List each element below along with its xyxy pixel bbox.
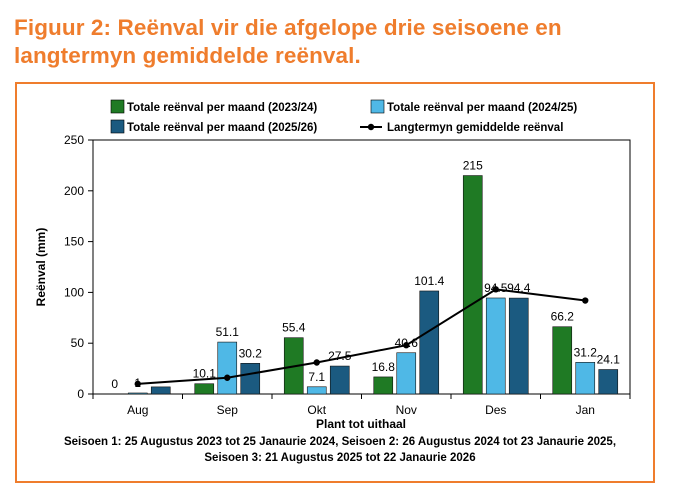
bar-series-2 xyxy=(396,352,417,395)
y-tick-label: 100 xyxy=(64,285,84,299)
legend-swatch-2023 xyxy=(110,99,125,114)
y-tick-label: 250 xyxy=(64,133,84,147)
bar-data-label: 1 xyxy=(134,376,141,390)
x-tick-label: Sep xyxy=(217,403,239,417)
caption-line-2: Seisoen 3: 21 Augustus 2025 tot 22 Janau… xyxy=(204,452,476,464)
y-axis-title: Reënval (mm) xyxy=(34,228,48,307)
x-tick-label: Jan xyxy=(576,403,595,417)
average-line-marker xyxy=(582,297,589,304)
figure-frame xyxy=(15,82,655,483)
legend-swatch-2025 xyxy=(110,119,125,134)
bar-data-label: 101.4 xyxy=(414,274,444,288)
bar-series-3 xyxy=(419,290,440,395)
bar-data-label: 215 xyxy=(463,159,483,173)
figure-title: Figuur 2: Reënval vir die afgelope drie … xyxy=(14,15,562,68)
average-line xyxy=(137,288,586,385)
legend-label-average: Langtermyn gemiddelde reënval xyxy=(387,122,563,134)
bar-data-label: 0 xyxy=(111,377,118,391)
legend-swatch-2024 xyxy=(370,99,385,114)
bar-series-1 xyxy=(194,383,215,395)
bar-series-2 xyxy=(127,392,148,395)
bar-series-1 xyxy=(462,175,483,395)
caption-line-1: Seisoen 1: 25 Augustus 2023 tot 25 Janau… xyxy=(63,436,617,448)
bar-data-label: 7.1 xyxy=(308,370,325,384)
bar-data-label: 27.5 xyxy=(328,349,352,363)
average-line-marker xyxy=(224,374,231,381)
average-line-marker xyxy=(134,380,141,388)
x-tick-label: Des xyxy=(485,403,506,417)
bar-data-label: 51.1 xyxy=(216,325,240,339)
bar-series-3 xyxy=(240,363,261,395)
x-tick-label: Okt xyxy=(307,403,326,417)
average-line-marker xyxy=(492,286,499,293)
bar-series-2 xyxy=(485,297,506,395)
figure-caption: Seisoen 1: 25 Augustus 2023 tot 25 Janau… xyxy=(40,434,640,466)
bar-data-label: 31.2 xyxy=(574,345,598,359)
bar-series-3 xyxy=(508,297,529,395)
bar-series-1 xyxy=(552,326,573,395)
y-tick-label: 0 xyxy=(77,387,84,401)
legend-label-2023: Totale reënval per maand (2023/24) xyxy=(127,102,317,114)
bar-data-label: 16.8 xyxy=(372,360,396,374)
average-line-marker xyxy=(403,342,410,349)
bar-series-2 xyxy=(217,341,238,395)
bar-data-label: 30.2 xyxy=(239,346,263,360)
bar-series-2 xyxy=(306,386,327,395)
legend-label-2024: Totale reënval per maand (2024/25) xyxy=(387,102,577,114)
x-tick-label: Aug xyxy=(127,403,148,417)
y-tick-label: 50 xyxy=(71,336,85,350)
bar-series-2 xyxy=(575,362,596,395)
average-line-marker xyxy=(313,359,320,366)
plot-area xyxy=(92,139,631,395)
bar-data-label: 66.2 xyxy=(551,310,575,324)
y-tick-label: 200 xyxy=(64,184,84,198)
bar-data-label: 55.4 xyxy=(282,321,306,335)
bar-data-label: 94.4 xyxy=(507,281,531,295)
x-axis-title: Plant tot uithaal xyxy=(316,417,406,431)
y-tick-label: 150 xyxy=(64,235,84,249)
bar-data-label: 24.1 xyxy=(597,353,621,367)
bar-data-label: 10.1 xyxy=(193,367,217,381)
legend: Totale reënval per maand (2023/24) Total… xyxy=(110,99,577,134)
bar-data-label: 94.5 xyxy=(484,281,508,295)
legend-line-marker xyxy=(367,123,375,131)
legend-label-2025: Totale reënval per maand (2025/26) xyxy=(127,122,317,134)
bar-data-label: 40.6 xyxy=(395,336,419,350)
x-tick-label: Nov xyxy=(396,403,417,417)
bar-series-1 xyxy=(373,376,394,395)
bar-series-3 xyxy=(598,369,619,395)
bar-series-3 xyxy=(150,386,171,395)
bar-series-3 xyxy=(329,365,350,395)
